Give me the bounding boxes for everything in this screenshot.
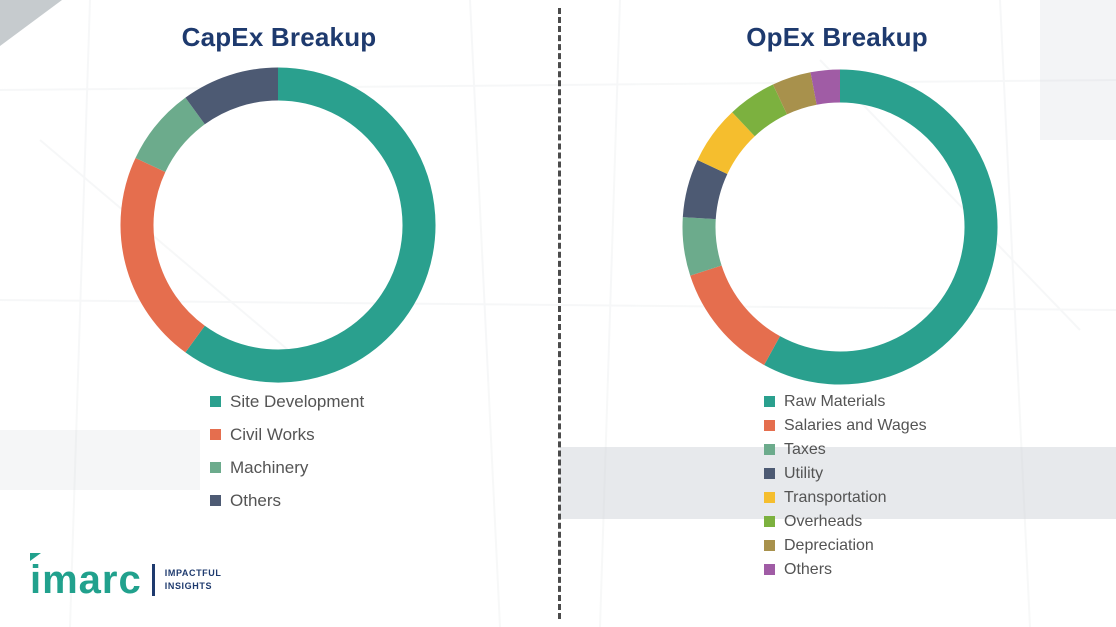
logo-divider-bar	[151, 564, 155, 596]
legend-swatch-others	[210, 495, 221, 506]
donut-segment-overheads	[732, 84, 788, 137]
legend-label: Others	[784, 561, 833, 578]
logo-text: imarc	[30, 558, 142, 602]
donut-segment-depreciation	[772, 72, 818, 115]
donut-segment-utility	[682, 159, 728, 220]
donut-segment-others	[810, 69, 841, 105]
donut-segment-taxes	[682, 217, 722, 276]
logo-tagline: IMPACTFUL INSIGHTS	[165, 567, 222, 592]
legend-swatch-utility	[764, 468, 775, 479]
donut-segment-others	[185, 67, 279, 125]
tagline-line-2: INSIGHTS	[164, 581, 213, 591]
capex-legend: Site Development Civil Works Machinery Othe…	[210, 392, 364, 510]
legend-label: Others	[230, 491, 282, 510]
legend-swatch-site-development	[210, 396, 221, 407]
legend-item-site-development: Site Development	[210, 392, 364, 411]
legend-swatch-transportation	[764, 492, 775, 503]
legend-swatch-civil-works	[210, 429, 221, 440]
capex-panel: CapEx Breakup Site Development Civil Work…	[120, 22, 436, 510]
watermark-blocks	[560, 0, 1116, 519]
legend-label: Machinery	[230, 458, 309, 477]
opex-legend: Raw Materials Salaries and Wages Taxes Util…	[764, 392, 927, 579]
opex-donut-chart	[682, 69, 998, 385]
legend-item-salaries-and-wages: Salaries and Wages	[764, 416, 927, 435]
legend-label: Salaries and Wages	[784, 417, 927, 434]
donut-segment-raw-materials	[764, 69, 998, 385]
tagline-line-1: IMPACTFUL	[164, 568, 222, 579]
capex-chart-title: CapEx Breakup	[181, 22, 377, 52]
capex-donut-chart	[120, 67, 436, 383]
opex-panel: OpEx Breakup Raw Materials Salaries and W…	[558, 0, 1116, 627]
legend-swatch-others	[764, 564, 775, 575]
donut-segment-machinery	[135, 97, 206, 173]
legend-swatch-depreciation	[764, 540, 775, 551]
legend-item-transportation: Transportation	[764, 488, 927, 507]
legend-label: Depreciation	[784, 537, 874, 554]
donut-segment-site-development	[185, 67, 436, 383]
legend-swatch-salaries-and-wages	[764, 420, 775, 431]
imarc-logo: imarc IMPACTFUL INSIGHTS	[30, 553, 222, 602]
legend-item-depreciation: Depreciation	[764, 536, 927, 555]
legend-item-taxes: Taxes	[764, 440, 927, 459]
legend-label: Overheads	[784, 513, 863, 530]
donut-segment-transportation	[697, 112, 756, 175]
legend-label: Raw Materials	[784, 393, 886, 410]
legend-item-civil-works: Civil Works	[210, 425, 364, 444]
imarc-logo-wordmark: imarc	[30, 553, 142, 602]
legend-swatch-taxes	[764, 444, 775, 455]
legend-item-overheads: Overheads	[764, 512, 927, 531]
legend-label: Site Development	[230, 392, 365, 411]
legend-swatch-raw-materials	[764, 396, 775, 407]
logo-flag-icon	[30, 553, 41, 561]
legend-item-raw-materials: Raw Materials	[764, 392, 927, 411]
legend-label: Utility	[784, 465, 824, 482]
legend-item-others: Others	[764, 560, 927, 579]
donut-segment-civil-works	[120, 157, 206, 353]
legend-item-utility: Utility	[764, 464, 927, 483]
legend-label: Civil Works	[230, 425, 315, 444]
legend-item-machinery: Machinery	[210, 458, 364, 477]
legend-item-others: Others	[210, 491, 364, 510]
watermark-corner-shape	[0, 0, 62, 46]
legend-swatch-overheads	[764, 516, 775, 527]
vertical-divider	[558, 8, 561, 619]
legend-label: Transportation	[784, 489, 887, 506]
legend-swatch-machinery	[210, 462, 221, 473]
opex-chart-title: OpEx Breakup	[746, 22, 928, 52]
legend-label: Taxes	[784, 441, 826, 458]
donut-segment-salaries-and-wages	[690, 265, 781, 366]
